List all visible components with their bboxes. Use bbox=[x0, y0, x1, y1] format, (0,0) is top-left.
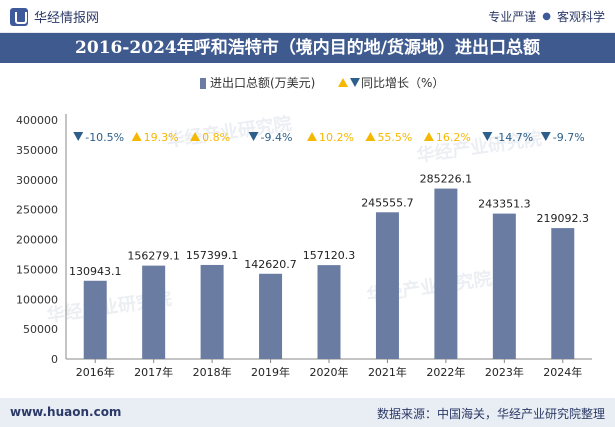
bar-value-label: 157399.1 bbox=[186, 249, 239, 262]
x-tick-label: 2024年 bbox=[543, 365, 582, 379]
growth-up-marker bbox=[423, 132, 434, 141]
bar bbox=[142, 265, 166, 359]
footer: www.huaon.com 数据来源：中国海关，华经产业研究院整理 bbox=[0, 398, 615, 427]
bar bbox=[200, 264, 224, 359]
bar-value-label: 157120.3 bbox=[303, 249, 356, 262]
bar bbox=[434, 188, 458, 359]
growth-down-marker bbox=[482, 132, 493, 141]
growth-down-marker bbox=[73, 132, 84, 141]
brand[interactable]: 华经情报网 bbox=[10, 7, 99, 26]
tagline: 专业严谨 ● 客观科学 bbox=[488, 8, 605, 25]
y-tick-label: 300000 bbox=[16, 174, 58, 187]
bullet-icon: ● bbox=[542, 11, 551, 22]
footer-source: 数据来源：中国海关，华经产业研究院整理 bbox=[376, 407, 605, 421]
legend-down-icon bbox=[350, 78, 360, 87]
bar-value-label: 156279.1 bbox=[127, 250, 180, 263]
bar-value-label: 219092.3 bbox=[537, 212, 590, 225]
tag-professional: 专业严谨 bbox=[488, 10, 537, 24]
y-tick-label: 100000 bbox=[16, 293, 58, 306]
bar bbox=[551, 228, 575, 359]
brand-logo-icon bbox=[10, 7, 28, 26]
bar bbox=[259, 273, 283, 359]
bar-value-label: 243351.3 bbox=[478, 198, 531, 211]
growth-up-marker bbox=[190, 132, 201, 141]
bar bbox=[492, 213, 516, 359]
bar-value-label: 142620.7 bbox=[244, 258, 297, 271]
x-tick-label: 2018年 bbox=[193, 365, 232, 379]
x-tick-label: 2020年 bbox=[310, 365, 349, 379]
legend-up-icon bbox=[338, 78, 348, 87]
growth-up-marker bbox=[131, 132, 142, 141]
chart-title: 2016-2024年呼和浩特市（境内目的地/货源地）进出口总额 bbox=[0, 33, 615, 63]
x-tick-label: 2019年 bbox=[251, 365, 290, 379]
legend-growth-label: 同比增长（%） bbox=[361, 76, 444, 90]
y-tick-label: 200000 bbox=[16, 234, 58, 247]
y-tick-label: 350000 bbox=[16, 144, 58, 157]
growth-label: 16.2% bbox=[436, 131, 471, 144]
growth-down-marker bbox=[540, 132, 551, 141]
growth-label: -9.4% bbox=[261, 131, 293, 144]
growth-label: -10.5% bbox=[85, 131, 124, 144]
x-tick-label: 2021年 bbox=[368, 365, 407, 379]
brand-name: 华经情报网 bbox=[34, 11, 100, 26]
legend-bar-label: 进出口总额(万美元) bbox=[210, 76, 315, 90]
growth-up-marker bbox=[365, 132, 376, 141]
bar bbox=[375, 212, 399, 359]
x-tick-label: 2022年 bbox=[426, 365, 465, 379]
top-bar: 华经情报网 专业严谨 ● 客观科学 bbox=[0, 0, 615, 33]
y-tick-label: 50000 bbox=[23, 323, 58, 336]
bar-value-label: 130943.1 bbox=[69, 265, 122, 278]
growth-label: 55.5% bbox=[377, 131, 412, 144]
growth-up-marker bbox=[307, 132, 317, 141]
growth-label: 10.2% bbox=[319, 131, 354, 144]
legend-bar-icon bbox=[200, 78, 206, 89]
x-tick-label: 2023年 bbox=[485, 365, 524, 379]
x-tick-label: 2017年 bbox=[134, 365, 173, 379]
growth-down-marker bbox=[248, 132, 259, 141]
tag-objective: 客观科学 bbox=[556, 10, 605, 24]
y-tick-label: 0 bbox=[51, 353, 58, 366]
bar bbox=[83, 280, 107, 359]
growth-label: 0.8% bbox=[202, 131, 230, 144]
growth-label: -14.7% bbox=[494, 131, 533, 144]
bar-value-label: 285226.1 bbox=[420, 173, 473, 186]
growth-label: -9.7% bbox=[553, 131, 585, 144]
x-tick-label: 2016年 bbox=[76, 365, 115, 379]
y-tick-label: 250000 bbox=[16, 204, 58, 217]
y-tick-label: 150000 bbox=[16, 263, 58, 276]
footer-url[interactable]: www.huaon.com bbox=[10, 405, 122, 419]
growth-label: 19.3% bbox=[144, 131, 179, 144]
bar bbox=[317, 265, 341, 359]
bar-value-label: 245555.7 bbox=[361, 196, 414, 209]
y-tick-label: 400000 bbox=[16, 114, 58, 127]
